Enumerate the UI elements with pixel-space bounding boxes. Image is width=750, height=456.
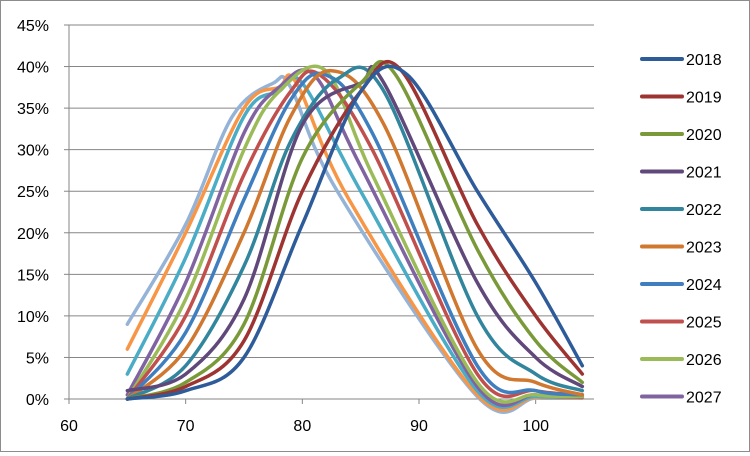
- series-line-2026: [125, 64, 585, 404]
- series-line-2023: [125, 68, 585, 401]
- x-tick-label: 90: [410, 418, 428, 435]
- legend: 2018 2019 2020 2021 2022 2023 2024 2025 2026 2027: [640, 52, 722, 407]
- series-line-2022: [125, 65, 585, 401]
- legend-label: 2018: [686, 52, 722, 69]
- x-tick-label: 80: [293, 418, 311, 435]
- y-tick-label: 35%: [17, 101, 49, 118]
- legend-label: 2024: [686, 277, 722, 294]
- legend-label: 2023: [686, 240, 722, 257]
- x-tick-label: 70: [177, 418, 195, 435]
- legend-label: 2026: [686, 352, 722, 369]
- x-tick-label: 60: [60, 418, 78, 435]
- x-tick-label: 100: [522, 418, 549, 435]
- y-tick-label: 5%: [26, 350, 49, 367]
- legend-label: 2019: [686, 90, 722, 107]
- y-tick-label: 20%: [17, 226, 49, 243]
- series-line-2024: [125, 71, 585, 401]
- legend-label: 2020: [686, 127, 722, 144]
- y-tick-label: 15%: [17, 267, 49, 284]
- axes: 0% 5% 10% 15% 20% 25% 30% 35% 40% 45% 60 70 80 90 100: [17, 18, 594, 435]
- series-line-2018: [125, 64, 585, 401]
- series-lines: [125, 59, 585, 414]
- y-tick-label: 40%: [17, 60, 49, 77]
- legend-label: 2022: [686, 202, 722, 219]
- y-tick-label: 25%: [17, 184, 49, 201]
- series-line-2020: [125, 59, 585, 401]
- y-tick-label: 45%: [17, 18, 49, 35]
- legend-label: 2027: [686, 390, 722, 407]
- y-tick-label: 0%: [26, 392, 49, 409]
- legend-label: 2021: [686, 165, 722, 182]
- series-line-2027: [125, 68, 585, 408]
- legend-label: 2025: [686, 315, 722, 332]
- y-tick-label: 30%: [17, 143, 49, 160]
- y-tick-label: 10%: [17, 309, 49, 326]
